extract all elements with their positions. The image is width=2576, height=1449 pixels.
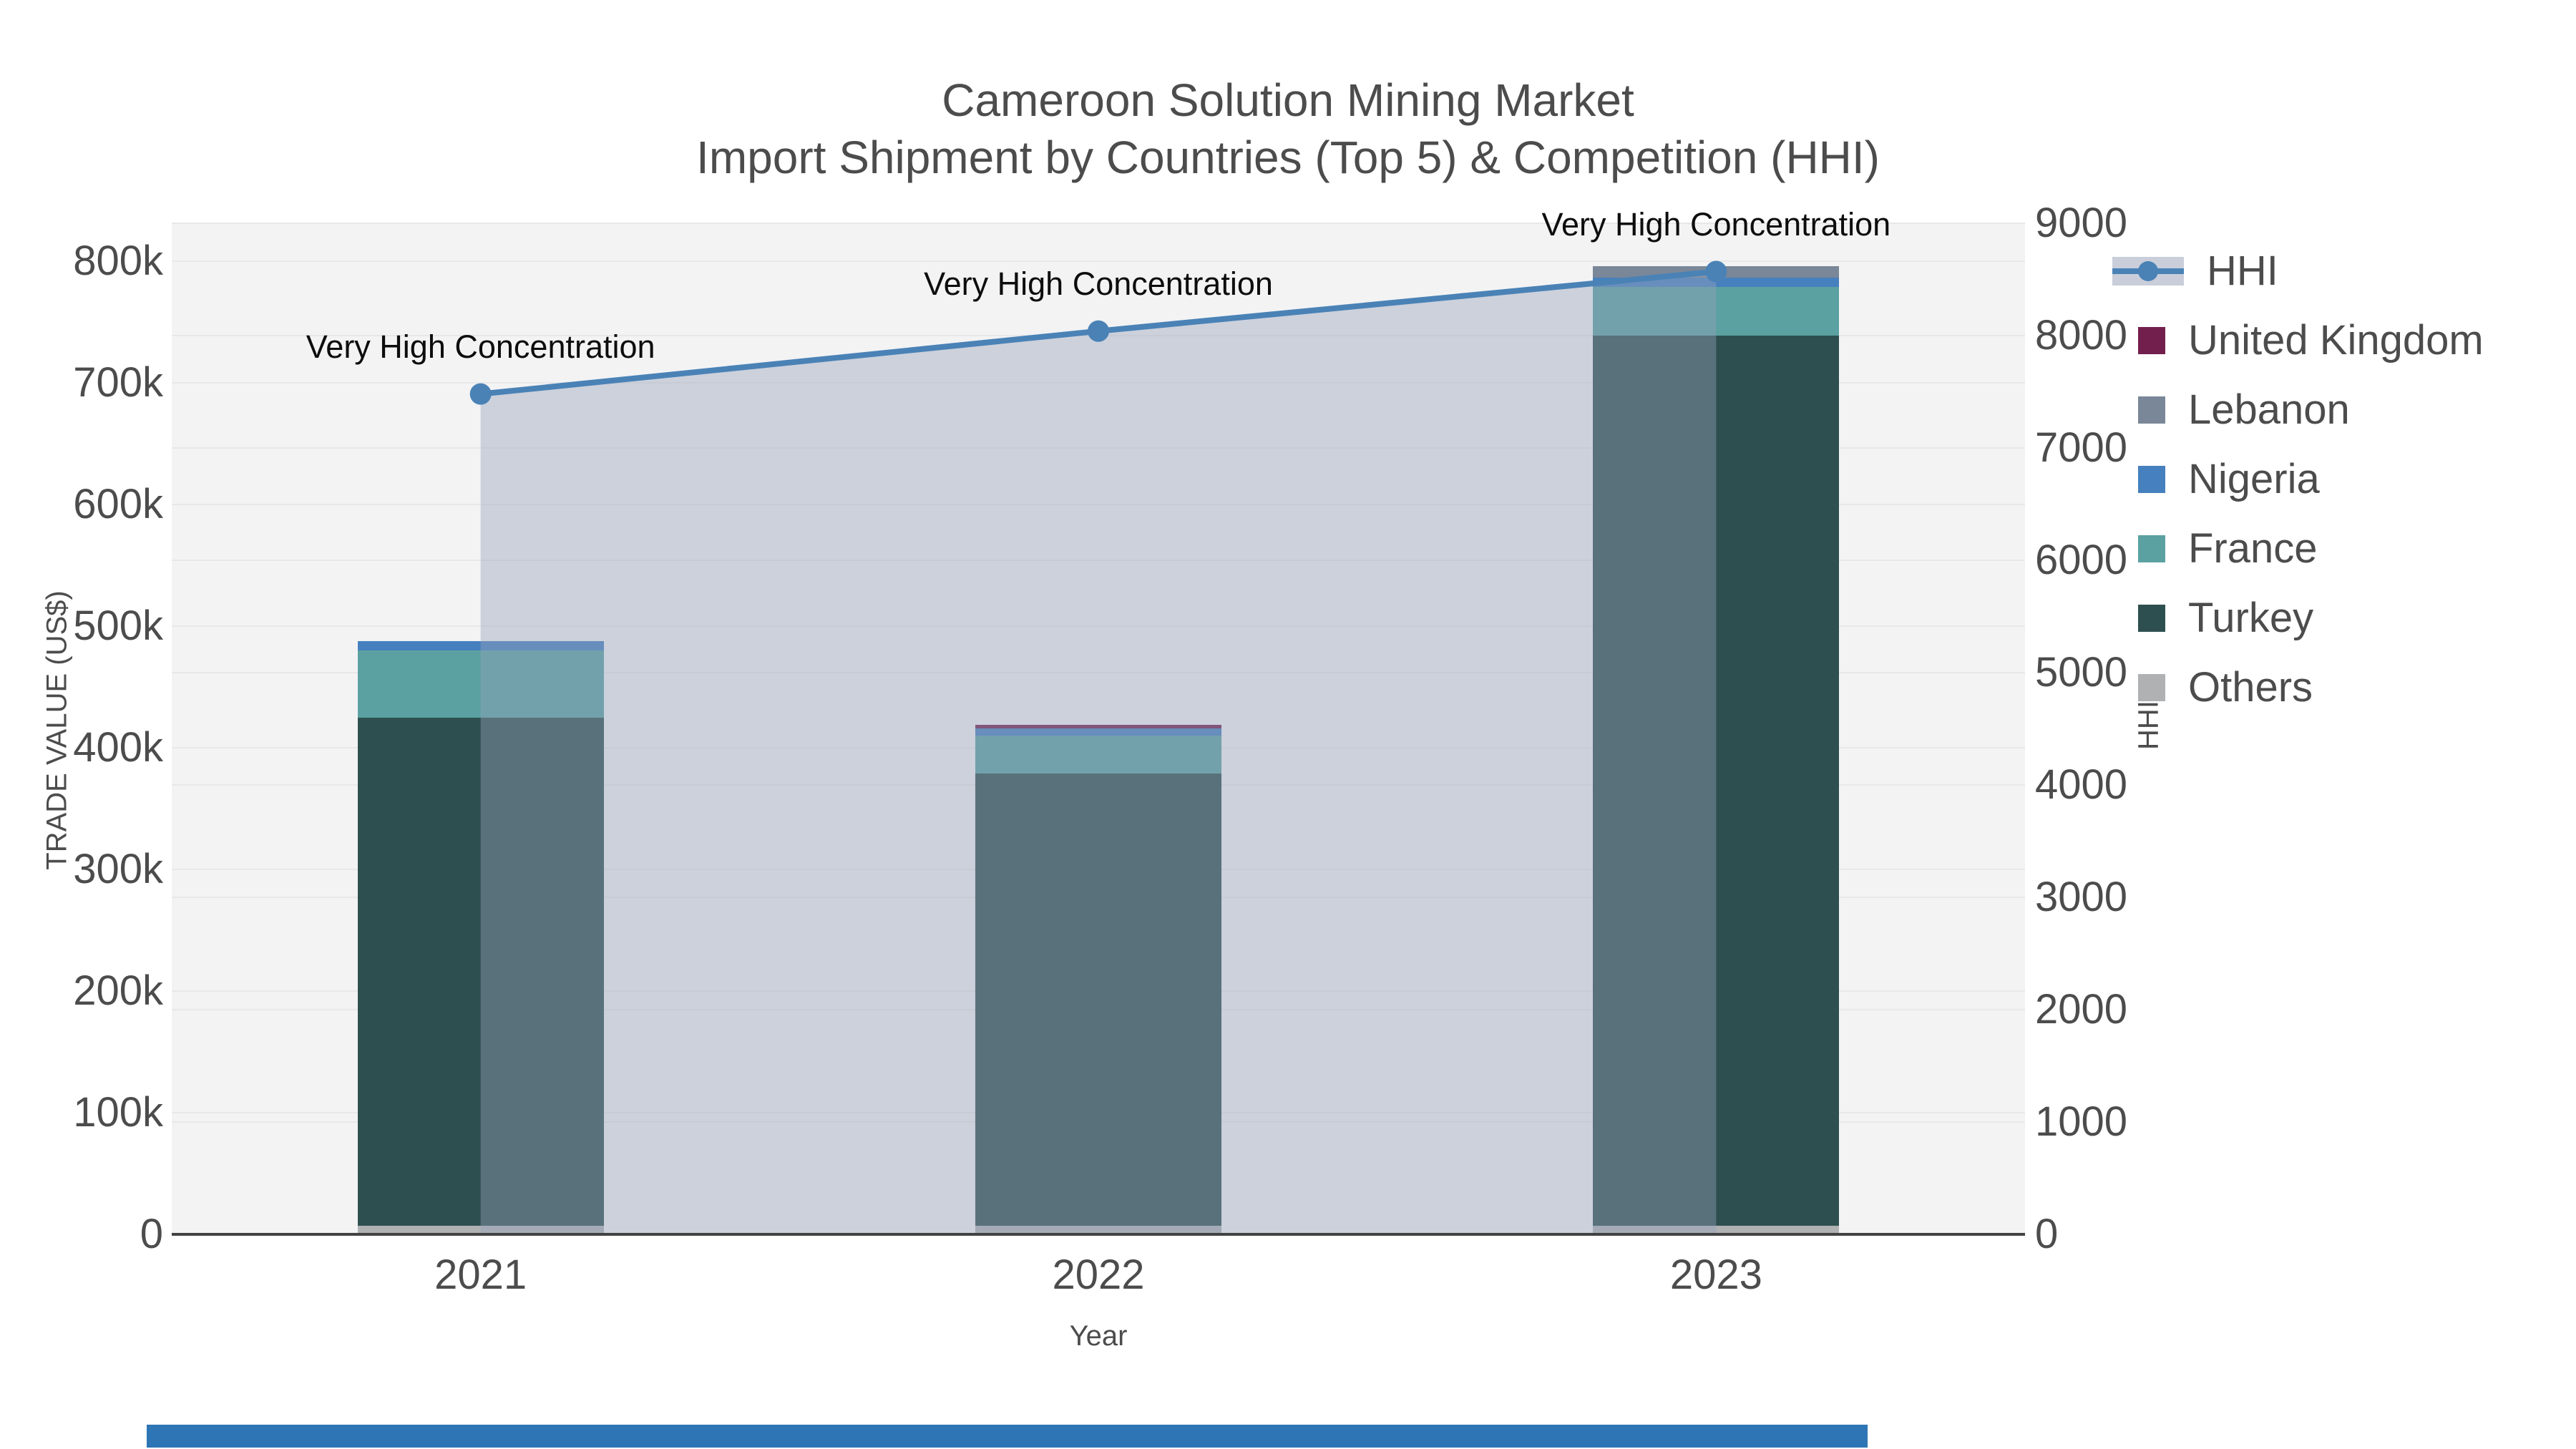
gridline-trade-700000	[172, 382, 2025, 384]
y-tick-left-300k: 300k	[73, 846, 163, 892]
bar-2022-france[interactable]	[975, 736, 1221, 774]
y-tick-left-800k: 800k	[73, 238, 163, 284]
y-tick-right-7000: 7000	[2035, 424, 2128, 471]
y-axis-title-left: TRADE VALUE (US$)	[41, 590, 73, 870]
bar-2023-turkey[interactable]	[1593, 335, 1840, 1226]
legend-swatch-france	[2138, 535, 2165, 562]
legend-label-france: France	[2188, 525, 2318, 572]
y-tick-left-700k: 700k	[73, 359, 163, 406]
hhi-line-layer	[469, 260, 1727, 1234]
gridline-hhi-6000	[172, 560, 2025, 561]
legend-item-lebanon[interactable]: Lebanon	[2112, 375, 2350, 444]
x-tick-2023: 2023	[1669, 1252, 1762, 1298]
bar-2023-france[interactable]	[1593, 286, 1840, 336]
y-tick-right-9000: 9000	[2035, 200, 2128, 246]
legend-label-turkey: Turkey	[2188, 595, 2314, 641]
legend-item-nigeria[interactable]: Nigeria	[2112, 444, 2320, 514]
bar-2023-others[interactable]	[1593, 1226, 1840, 1234]
x-tick-2021: 2021	[434, 1252, 527, 1298]
chart-title-line2: Import Shipment by Countries (Top 5) & C…	[696, 132, 1880, 183]
bar-2022-nigeria[interactable]	[975, 728, 1221, 736]
y-tick-left-200k: 200k	[73, 967, 163, 1014]
legend-label-lebanon: Lebanon	[2188, 386, 2350, 433]
gridline-trade-500000	[172, 625, 2025, 627]
chart-title-line1: Cameroon Solution Mining Market	[942, 74, 1634, 126]
hhi-marker-2021[interactable]	[469, 383, 492, 405]
gridline-hhi-9000	[172, 223, 2025, 224]
legend-label-united-kingdom: United Kingdom	[2188, 317, 2484, 364]
legend-label-hhi: HHI	[2207, 248, 2278, 294]
x-axis-title: Year	[1069, 1320, 1128, 1352]
bar-2021-others[interactable]	[357, 1226, 604, 1234]
y-tick-left-400k: 400k	[73, 724, 163, 771]
bottom-accent-bar	[147, 1425, 1868, 1448]
annotation-2022: Very High Concentration	[924, 265, 1273, 302]
legend-swatch-united-kingdom	[2138, 326, 2165, 354]
chart-title: Cameroon Solution Mining Market Import S…	[0, 72, 2576, 186]
legend-hhi-marker	[2138, 260, 2158, 281]
legend-hhi-line-sample	[2112, 255, 2184, 287]
legend-item-hhi[interactable]: HHI	[2112, 236, 2278, 306]
x-tick-2022: 2022	[1052, 1252, 1145, 1298]
legend-label-nigeria: Nigeria	[2188, 456, 2320, 502]
annotation-2021: Very High Concentration	[306, 328, 655, 365]
gridline-trade-800000	[172, 260, 2025, 262]
gridline-trade-600000	[172, 504, 2025, 505]
x-axis-line	[172, 1233, 2025, 1236]
legend-swatch-nigeria	[2138, 465, 2165, 493]
gridline-hhi-7000	[172, 447, 2025, 449]
hhi-marker-2022[interactable]	[1088, 320, 1109, 342]
legend-swatch-others	[2138, 673, 2165, 701]
y-tick-right-4000: 4000	[2035, 761, 2128, 808]
hhi-marker-2023[interactable]	[1705, 260, 1727, 283]
y-tick-left-0: 0	[140, 1211, 163, 1257]
gridline-hhi-5000	[172, 672, 2025, 673]
y-tick-right-8000: 8000	[2035, 312, 2128, 358]
y-tick-left-100k: 100k	[73, 1089, 163, 1136]
legend-item-united-kingdom[interactable]: United Kingdom	[2112, 306, 2484, 375]
y-tick-left-500k: 500k	[73, 602, 163, 649]
y-tick-right-0: 0	[2035, 1211, 2059, 1257]
y-tick-left-600k: 600k	[73, 481, 163, 527]
y-tick-right-5000: 5000	[2035, 649, 2128, 696]
hhi-area-fill	[480, 271, 1717, 1234]
y-tick-right-2000: 2000	[2035, 986, 2128, 1033]
bar-2021-france[interactable]	[357, 650, 604, 718]
legend-swatch-turkey	[2138, 604, 2165, 632]
legend-item-turkey[interactable]: Turkey	[2112, 583, 2313, 653]
y-tick-right-3000: 3000	[2035, 874, 2128, 920]
bar-2021-turkey[interactable]	[357, 717, 604, 1226]
legend-item-france[interactable]: France	[2112, 514, 2318, 583]
annotation-2023: Very High Concentration	[1541, 205, 1891, 243]
y-tick-right-6000: 6000	[2035, 537, 2128, 583]
legend-swatch-lebanon	[2138, 396, 2165, 424]
bar-2022-turkey[interactable]	[975, 773, 1221, 1226]
bar-2022-others[interactable]	[975, 1226, 1221, 1234]
legend-item-others[interactable]: Others	[2112, 653, 2313, 722]
bar-2021-nigeria[interactable]	[357, 641, 604, 650]
bar-2022-united-kingdom[interactable]	[975, 724, 1221, 728]
legend-label-others: Others	[2188, 664, 2313, 711]
y-tick-right-1000: 1000	[2035, 1098, 2128, 1145]
